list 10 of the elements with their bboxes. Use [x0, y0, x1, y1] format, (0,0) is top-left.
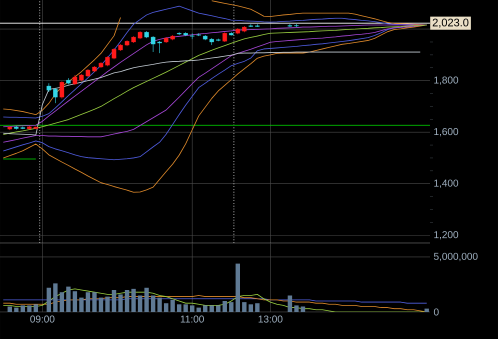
x-tick-label: 09:00 [30, 316, 54, 323]
y-tick-label: 0 [434, 308, 439, 316]
x-tick-label: 13:00 [258, 316, 282, 323]
y-tick-label: 1,600 [434, 128, 458, 136]
ref-line-label: 2,023.0 [432, 18, 468, 28]
y-tick-label: 5,000,000 [434, 252, 478, 262]
y-tick-label: 1,800 [434, 76, 458, 85]
y-tick-label: 1,400 [434, 180, 458, 188]
x-tick-label: 11:00 [180, 316, 204, 323]
y-tick-label: 1,200 [434, 231, 458, 240]
